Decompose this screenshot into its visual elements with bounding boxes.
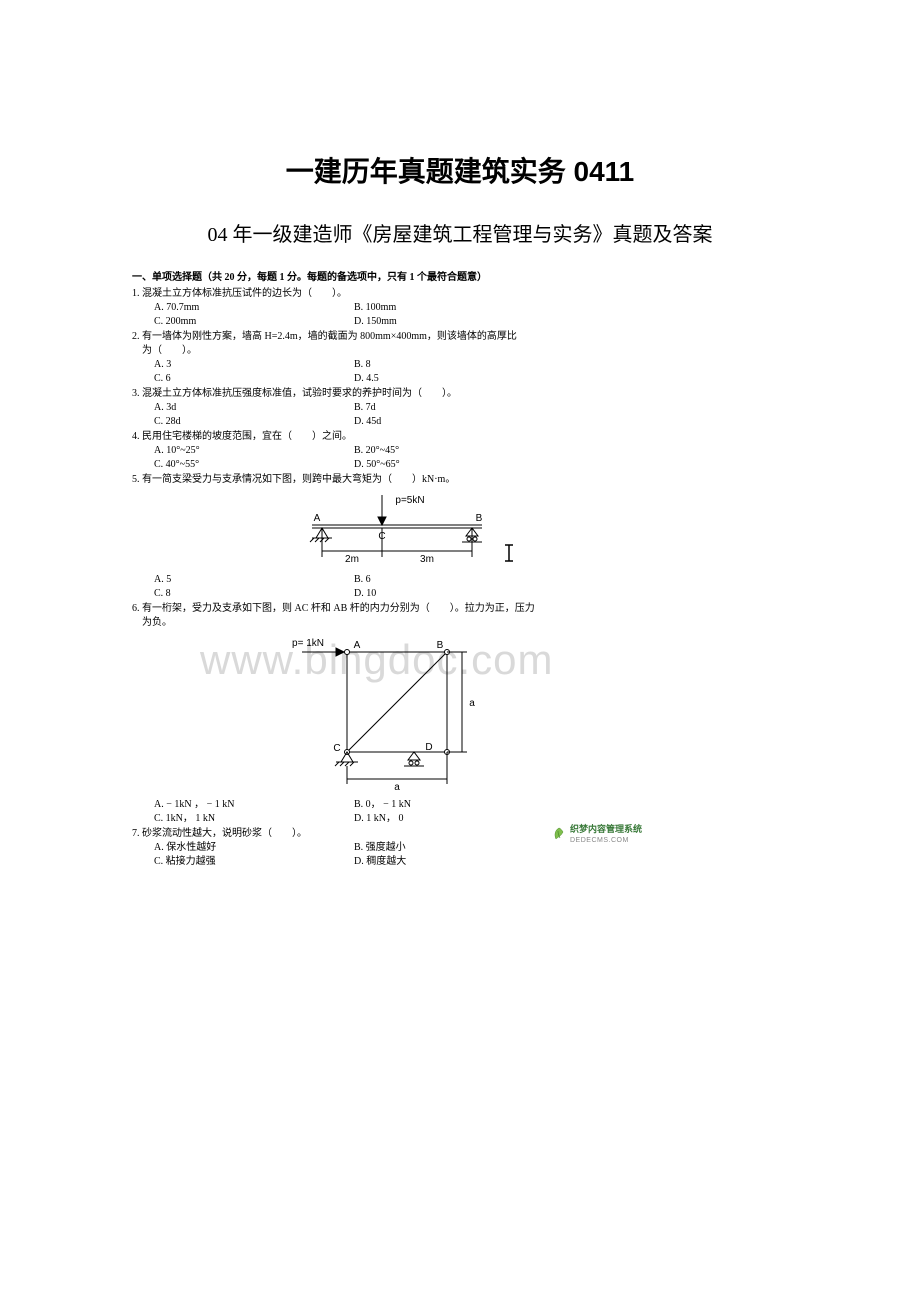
q5-opt-c: C. 8 xyxy=(132,587,332,601)
q4-opt-b: B. 20°~45° xyxy=(332,444,532,458)
truss-label-c: C xyxy=(333,743,340,754)
truss-load-label: p= 1kN xyxy=(292,638,324,649)
q5-opt-a: A. 5 xyxy=(132,573,332,587)
q3-opt-a: A. 3d xyxy=(132,401,332,415)
question-1: 1. 混凝土立方体标准抗压试件的边长为（ ）。 A. 70.7mm B. 100… xyxy=(132,287,652,329)
page-subtitle: 04 年一级建造师《房屋建筑工程管理与实务》真题及答案 xyxy=(120,218,800,247)
q5-opt-d: D. 10 xyxy=(332,587,532,601)
dedecms-line1: 织梦内容管理系统 xyxy=(570,823,642,836)
q3-opt-d: D. 45d xyxy=(332,415,532,429)
q2-text2: 为（ ）。 xyxy=(132,344,652,358)
dedecms-badge: 织梦内容管理系统 DEDECMS.COM xyxy=(552,823,642,845)
q1-text: 混凝土立方体标准抗压试件的边长为（ ）。 xyxy=(142,288,347,299)
truss-dim-v: a xyxy=(469,698,475,709)
q6-text: 有一桁架，受力及支承如下图，则 AC 杆和 AB 杆的内力分别为（ ）。拉力为正… xyxy=(142,603,535,614)
exam-body: 一、单项选择题（共 20 分，每题 1 分。每题的备选项中，只有 1 个最符合题… xyxy=(132,271,652,869)
q3-opt-b: B. 7d xyxy=(332,401,532,415)
q4-text: 民用住宅楼梯的坡度范围，宜在（ ）之间。 xyxy=(142,431,352,442)
q1-opt-b: B. 100mm xyxy=(332,301,532,315)
q2-opt-c: C. 6 xyxy=(132,372,332,386)
q5-opt-b: B. 6 xyxy=(332,573,532,587)
q2-opt-d: D. 4.5 xyxy=(332,372,532,386)
beam-load-label: p=5kN xyxy=(395,495,424,506)
question-2: 2. 有一墙体为刚性方案，墙高 H=2.4m，墙的截面为 800mm×400mm… xyxy=(132,330,652,386)
q7-opt-b: B. 强度越小 xyxy=(332,841,532,855)
q7-opt-d: D. 稠度越大 xyxy=(332,855,532,869)
truss-label-a: A xyxy=(354,640,361,651)
beam-dim-left: 2m xyxy=(345,554,359,565)
q1-num: 1. xyxy=(132,288,140,299)
q3-num: 3. xyxy=(132,388,140,399)
page-title: 一建历年真题建筑实务 0411 xyxy=(120,150,800,190)
truss-dim-h: a xyxy=(394,782,400,793)
dedecms-leaf-icon xyxy=(552,827,566,841)
q7-num: 7. xyxy=(132,828,140,839)
q4-opt-d: D. 50°~65° xyxy=(332,458,532,472)
q4-opt-a: A. 10°~25° xyxy=(132,444,332,458)
q7-opt-a: A. 保水性越好 xyxy=(132,841,332,855)
question-4: 4. 民用住宅楼梯的坡度范围，宜在（ ）之间。 A. 10°~25° B. 20… xyxy=(132,430,652,472)
q6-num: 6. xyxy=(132,603,140,614)
beam-label-b: B xyxy=(476,513,483,524)
q1-opt-c: C. 200mm xyxy=(132,315,332,329)
q6-opt-d: D. 1 kN， 0 xyxy=(332,812,532,826)
q1-opt-a: A. 70.7mm xyxy=(132,301,332,315)
section-header: 一、单项选择题（共 20 分，每题 1 分。每题的备选项中，只有 1 个最符合题… xyxy=(132,271,652,285)
question-3: 3. 混凝土立方体标准抗压强度标准值，试验时要求的养护时间为（ ）。 A. 3d… xyxy=(132,387,652,429)
q2-text: 有一墙体为刚性方案，墙高 H=2.4m，墙的截面为 800mm×400mm，则该… xyxy=(142,331,517,342)
truss-diagram: p= 1kN A B C D xyxy=(262,634,522,794)
q4-opt-c: C. 40°~55° xyxy=(132,458,332,472)
q2-num: 2. xyxy=(132,331,140,342)
q6-text2: 为负。 xyxy=(132,616,652,630)
q5-num: 5. xyxy=(132,474,140,485)
q3-opt-c: C. 28d xyxy=(132,415,332,429)
question-6: 6. 有一桁架，受力及支承如下图，则 AC 杆和 AB 杆的内力分别为（ ）。拉… xyxy=(132,602,652,826)
q2-opt-b: B. 8 xyxy=(332,358,532,372)
beam-dim-right: 3m xyxy=(420,554,434,565)
truss-label-d: D xyxy=(425,742,432,753)
q6-opt-c: C. 1kN， 1 kN xyxy=(132,812,332,826)
q6-opt-a: A. − 1kN ， − 1 kN xyxy=(132,798,332,812)
q7-opt-c: C. 粘接力越强 xyxy=(132,855,332,869)
dedecms-line2: DEDECMS.COM xyxy=(570,836,642,846)
q2-opt-a: A. 3 xyxy=(132,358,332,372)
truss-label-b: B xyxy=(437,640,444,651)
question-5: 5. 有一简支梁受力与支承情况如下图，则跨中最大弯矩为（ ）kN·m。 p=5k… xyxy=(132,473,652,601)
q3-text: 混凝土立方体标准抗压强度标准值，试验时要求的养护时间为（ ）。 xyxy=(142,388,457,399)
q6-opt-b: B. 0， − 1 kN xyxy=(332,798,532,812)
q7-text: 砂浆流动性越大，说明砂浆（ ）。 xyxy=(142,828,307,839)
beam-label-a: A xyxy=(314,513,321,524)
q1-opt-d: D. 150mm xyxy=(332,315,532,329)
q5-text: 有一简支梁受力与支承情况如下图，则跨中最大弯矩为（ ）kN·m。 xyxy=(142,474,455,485)
q4-num: 4. xyxy=(132,431,140,442)
beam-diagram: p=5kN A C B xyxy=(262,491,522,569)
